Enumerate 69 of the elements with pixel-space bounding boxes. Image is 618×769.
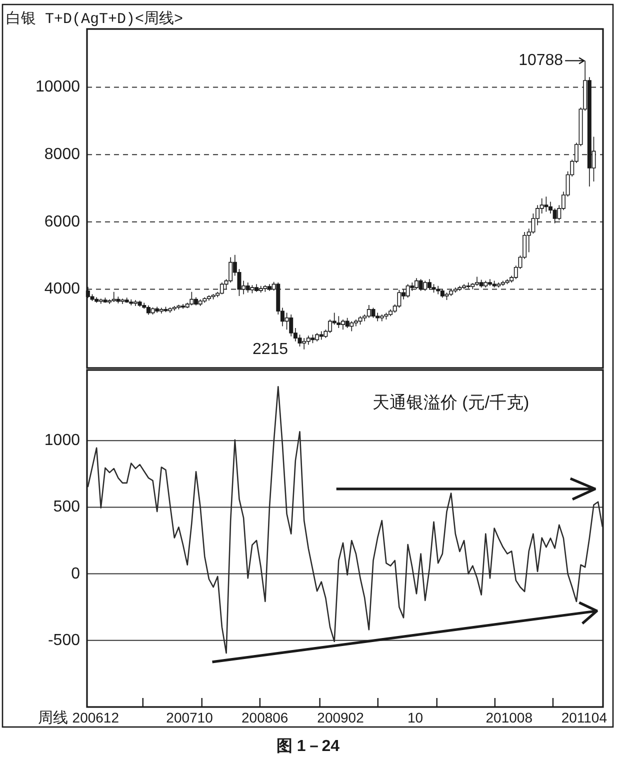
candlestick [211, 294, 216, 300]
x-tick-label: 201104 [561, 710, 608, 726]
candlestick [319, 330, 324, 340]
candlestick [172, 306, 176, 312]
candlestick [103, 297, 108, 304]
candlestick [418, 278, 423, 292]
candlestick [505, 278, 510, 285]
x-axis-title: 周线 [38, 710, 68, 726]
candlestick [484, 280, 488, 288]
candlestick [544, 196, 548, 212]
candlestick [198, 298, 202, 306]
x-tick-label: 200612 [72, 710, 120, 726]
caption: 图 1－24 [276, 738, 340, 755]
candlestick [479, 279, 484, 288]
x-tick-label: 201008 [486, 710, 533, 726]
annotation: 10788 [518, 52, 564, 70]
candlestick [458, 285, 462, 292]
y-tick-label: 6000 [44, 213, 80, 230]
line-series [87, 386, 604, 654]
candlestick [150, 307, 155, 315]
candlestick [116, 296, 120, 304]
candlestick [302, 338, 306, 350]
candlestick [345, 317, 350, 328]
chart-title: 白银 T+D(AgT+D)<周线> [6, 10, 184, 28]
y-tick-label: 500 [53, 498, 80, 516]
candlestick [466, 282, 470, 289]
candlestick [496, 282, 501, 288]
candlestick [406, 284, 410, 298]
y-tick-label: 8000 [44, 146, 80, 164]
y-tick-label: 1000 [44, 432, 80, 450]
y-tick-label: 4000 [44, 280, 80, 298]
candlestick [176, 304, 181, 310]
candlestick [112, 292, 116, 302]
candlestick [380, 314, 384, 322]
candlestick [306, 335, 310, 346]
x-tick-label: 200902 [317, 710, 364, 726]
candlestick [310, 334, 315, 344]
candlestick [371, 307, 376, 318]
candlestick [155, 306, 160, 314]
candlestick [190, 292, 194, 306]
candlestick [350, 320, 354, 332]
candlestick [444, 292, 449, 300]
annotation: 2215 [252, 340, 288, 358]
candlestick [246, 282, 250, 293]
candlestick [138, 300, 142, 308]
candlestick [159, 307, 164, 314]
y-tick-label: -500 [48, 632, 80, 649]
candlestick [202, 296, 207, 304]
x-tick-label: 200710 [166, 710, 214, 726]
text: 天通银溢价 (元/千克) [372, 393, 530, 412]
x-tick-label: 200806 [242, 710, 288, 726]
candlestick [129, 298, 134, 306]
candlestick [492, 280, 496, 288]
candlestick [263, 284, 268, 292]
candlestick [98, 298, 103, 304]
candlestick [436, 285, 440, 295]
candlestick [453, 287, 458, 293]
candlestick [258, 285, 263, 293]
candlestick [423, 280, 428, 292]
candlestick [164, 306, 168, 313]
candlestick [250, 284, 254, 294]
candlestick [336, 316, 341, 328]
y-tick-label: 0 [71, 565, 80, 582]
candlestick [440, 288, 444, 298]
candlestick [124, 297, 129, 304]
candlestick [358, 316, 362, 325]
candlestick [384, 312, 388, 320]
y-tick-label: 10000 [36, 78, 80, 96]
x-tick-label: 10 [407, 710, 424, 726]
